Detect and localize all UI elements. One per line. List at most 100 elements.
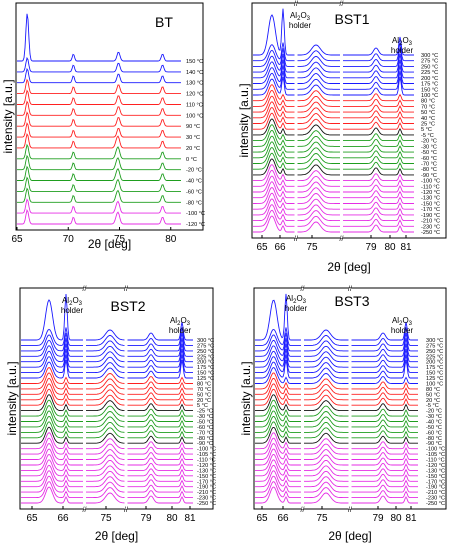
- series-trace: [255, 448, 418, 466]
- x-tick-label: 81: [405, 513, 417, 524]
- holder-annotation: Al2O3: [392, 316, 413, 327]
- holder-annotation: Al2O3: [286, 294, 307, 305]
- series-trace: [21, 377, 193, 395]
- series-trace: [255, 349, 418, 368]
- series-trace: [255, 354, 418, 374]
- series-trace: [255, 293, 418, 341]
- series-label: 175 °C: [426, 365, 443, 371]
- series-label: 40 °C: [421, 116, 435, 122]
- series-label: 200 °C: [421, 76, 438, 82]
- panel-title: BT: [155, 14, 173, 30]
- series-trace: [255, 421, 418, 439]
- series-trace: [17, 208, 181, 225]
- series-trace: [253, 146, 414, 164]
- series-trace: [17, 67, 181, 84]
- series-trace: [253, 209, 414, 227]
- series-label: -70 °C: [421, 161, 437, 167]
- series-trace: [21, 448, 193, 466]
- series-label: -60 °C: [426, 430, 442, 436]
- series-trace: [253, 48, 414, 67]
- x-tick-label: 65: [256, 513, 268, 524]
- series-trace: [21, 481, 193, 499]
- axis-break-mark: //: [294, 1, 298, 8]
- x-axis-label: 2θ [deg]: [88, 237, 131, 251]
- series-label: 150 °C: [421, 87, 438, 93]
- panel-title: BST1: [334, 11, 369, 27]
- series-label: 100 °C: [426, 381, 443, 387]
- series-trace: [253, 95, 414, 113]
- series-label: 150 °C: [426, 371, 443, 377]
- series-trace: [21, 464, 193, 482]
- series-trace: [21, 388, 193, 406]
- series-label: -250 °C: [197, 501, 216, 507]
- x-tick-label: 79: [140, 513, 152, 524]
- series-trace: [17, 13, 181, 62]
- series-label: -80 °C: [426, 436, 442, 442]
- series-label: -170 °C: [421, 207, 440, 213]
- series-label: 80 °C: [426, 387, 440, 393]
- series-trace: [255, 459, 418, 477]
- panel-bt: 150 °C 140 °C 130 °C 120 °C 110 °C 100 °C 90 °…: [1, 2, 205, 251]
- series-label: -105 °C: [426, 452, 445, 458]
- series-trace: [255, 338, 418, 357]
- series-label: -90 °C: [426, 441, 442, 447]
- series-trace: [21, 338, 193, 357]
- series-label: -130 °C: [426, 468, 445, 474]
- series-label: -110 °C: [421, 184, 440, 190]
- series-trace: [21, 332, 193, 352]
- series-label: 50 °C: [421, 110, 435, 116]
- series-trace: [255, 383, 418, 401]
- series-label: 30 °C: [186, 135, 200, 141]
- series-trace: [255, 443, 418, 460]
- series-trace: [253, 164, 414, 182]
- series-trace: [17, 56, 181, 73]
- series-label: 125 °C: [197, 376, 214, 382]
- holder-annotation: holder: [391, 46, 414, 55]
- series-label: -80 °C: [421, 167, 437, 173]
- series-label: -40 °C: [186, 179, 202, 185]
- series-label: -5 °C: [426, 403, 439, 409]
- x-tick-label: 66: [57, 513, 69, 524]
- series-trace: [255, 332, 418, 352]
- series-label: -170 °C: [426, 479, 445, 485]
- series-trace: [253, 76, 414, 96]
- series-label: 125 °C: [426, 376, 443, 382]
- series-label: 5 °C: [197, 403, 208, 409]
- series-trace: [253, 42, 414, 62]
- series-trace: [255, 359, 418, 379]
- series-trace: [21, 366, 193, 384]
- series-label: 250 °C: [197, 349, 214, 355]
- series-trace: [17, 187, 181, 203]
- series-trace: [21, 354, 193, 374]
- x-tick-label: 80: [166, 513, 178, 524]
- series-label: 80 °C: [421, 99, 435, 105]
- series-trace: [253, 53, 414, 73]
- x-tick-label: 65: [26, 513, 38, 524]
- plot-frame: [251, 2, 447, 239]
- x-tick-label: 65: [256, 242, 268, 253]
- series-label: -20 °C: [186, 168, 202, 174]
- series-trace: [21, 426, 193, 444]
- axis-break-mark: //: [301, 507, 305, 514]
- series-trace: [21, 327, 193, 346]
- holder-annotation: Al2O3: [392, 36, 413, 47]
- x-tick-label: 66: [274, 242, 286, 253]
- holder-annotation: holder: [285, 304, 308, 313]
- series-label: -250 °C: [421, 230, 440, 236]
- x-tick-label: 80: [165, 234, 177, 245]
- series-label: 100 °C: [186, 113, 203, 119]
- series-trace: [253, 8, 414, 56]
- series-trace: [21, 421, 193, 439]
- series-trace: [255, 410, 418, 428]
- series-trace: [17, 133, 181, 149]
- series-trace: [21, 442, 193, 460]
- y-axis-label: intensity [a.u.]: [1, 79, 15, 153]
- series-trace: [21, 372, 193, 390]
- series-label: -100 °C: [426, 447, 445, 453]
- series-label: -190 °C: [421, 213, 440, 219]
- series-label: 20 °C: [186, 146, 200, 152]
- series-label: 20 °C: [197, 398, 211, 404]
- series-trace: [255, 388, 418, 406]
- series-label: -150 °C: [421, 201, 440, 207]
